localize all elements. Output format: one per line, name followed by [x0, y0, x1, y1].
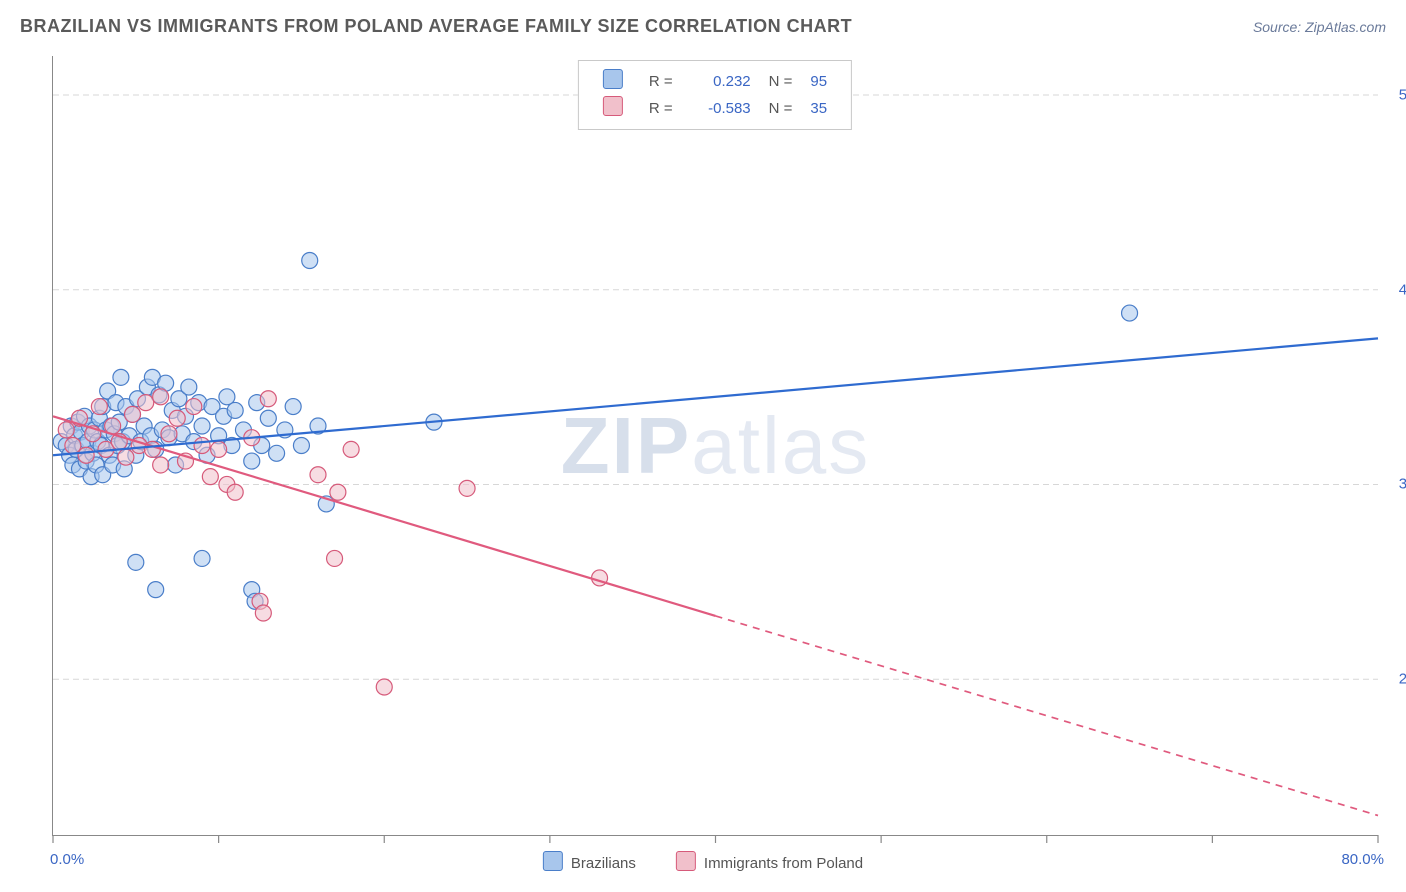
series-legend-item: Brazilians — [543, 851, 636, 872]
legend-swatch — [676, 851, 696, 871]
scatter-point-blue — [181, 379, 197, 395]
scatter-point-blue — [227, 402, 243, 418]
plot-area: ZIPatlas 2.003.004.005.00 R =0.232N =95R… — [52, 56, 1378, 836]
series-legend-label: Immigrants from Poland — [704, 855, 863, 872]
scatter-point-pink — [125, 406, 141, 422]
scatter-point-blue — [302, 252, 318, 268]
scatter-point-pink — [459, 480, 475, 496]
source-attribution: Source: ZipAtlas.com — [1253, 19, 1386, 35]
correlation-legend: R =0.232N =95R =-0.583N =35 — [578, 60, 852, 130]
scatter-point-pink — [327, 550, 343, 566]
y-tick-label: 4.00 — [1384, 281, 1406, 298]
series-legend-item: Immigrants from Poland — [676, 851, 863, 872]
scatter-point-pink — [211, 441, 227, 457]
y-tick-label: 5.00 — [1384, 86, 1406, 103]
n-label: N = — [761, 96, 801, 121]
chart-container: BRAZILIAN VS IMMIGRANTS FROM POLAND AVER… — [0, 0, 1406, 892]
legend-swatch — [603, 96, 623, 116]
scatter-point-pink — [91, 399, 107, 415]
correlation-legend-row: R =0.232N =95 — [595, 69, 835, 94]
scatter-point-pink — [153, 389, 169, 405]
r-label: R = — [641, 69, 681, 94]
scatter-point-pink — [58, 422, 74, 438]
scatter-point-pink — [169, 410, 185, 426]
scatter-point-pink — [255, 605, 271, 621]
scatter-point-pink — [202, 469, 218, 485]
scatter-point-pink — [65, 438, 81, 454]
scatter-point-blue — [194, 550, 210, 566]
scatter-point-blue — [269, 445, 285, 461]
scatter-point-blue — [194, 418, 210, 434]
x-axis-max-label: 80.0% — [1341, 851, 1384, 868]
n-label: N = — [761, 69, 801, 94]
n-value: 35 — [802, 96, 835, 121]
scatter-point-pink — [138, 395, 154, 411]
scatter-point-pink — [161, 426, 177, 442]
scatter-point-blue — [260, 410, 276, 426]
x-axis-min-label: 0.0% — [50, 851, 84, 868]
scatter-point-blue — [128, 554, 144, 570]
correlation-legend-row: R =-0.583N =35 — [595, 96, 835, 121]
scatter-point-blue — [1122, 305, 1138, 321]
scatter-point-pink — [118, 449, 134, 465]
scatter-point-pink — [376, 679, 392, 695]
scatter-point-pink — [260, 391, 276, 407]
scatter-point-pink — [153, 457, 169, 473]
trend-pink-dashed — [716, 616, 1379, 816]
n-value: 95 — [802, 69, 835, 94]
scatter-point-pink — [194, 438, 210, 454]
scatter-point-pink — [330, 484, 346, 500]
r-value: 0.232 — [683, 69, 759, 94]
scatter-point-blue — [113, 369, 129, 385]
scatter-point-blue — [285, 399, 301, 415]
scatter-point-blue — [293, 438, 309, 454]
legend-swatch — [603, 69, 623, 89]
r-label: R = — [641, 96, 681, 121]
legend-swatch — [543, 851, 563, 871]
title-row: BRAZILIAN VS IMMIGRANTS FROM POLAND AVER… — [20, 16, 1386, 37]
plot-frame: ZIPatlas 2.003.004.005.00 — [52, 56, 1378, 836]
scatter-point-pink — [186, 399, 202, 415]
scatter-point-blue — [148, 582, 164, 598]
chart-title: BRAZILIAN VS IMMIGRANTS FROM POLAND AVER… — [20, 16, 852, 37]
y-tick-label: 3.00 — [1384, 476, 1406, 493]
series-legend-label: Brazilians — [571, 855, 636, 872]
y-tick-label: 2.00 — [1384, 671, 1406, 688]
scatter-point-pink — [343, 441, 359, 457]
r-value: -0.583 — [683, 96, 759, 121]
series-legend: Brazilians Immigrants from Poland — [543, 851, 863, 872]
scatter-point-blue — [244, 453, 260, 469]
scatter-point-pink — [78, 447, 94, 463]
plot-svg — [53, 56, 1378, 835]
scatter-point-pink — [227, 484, 243, 500]
scatter-point-pink — [310, 467, 326, 483]
